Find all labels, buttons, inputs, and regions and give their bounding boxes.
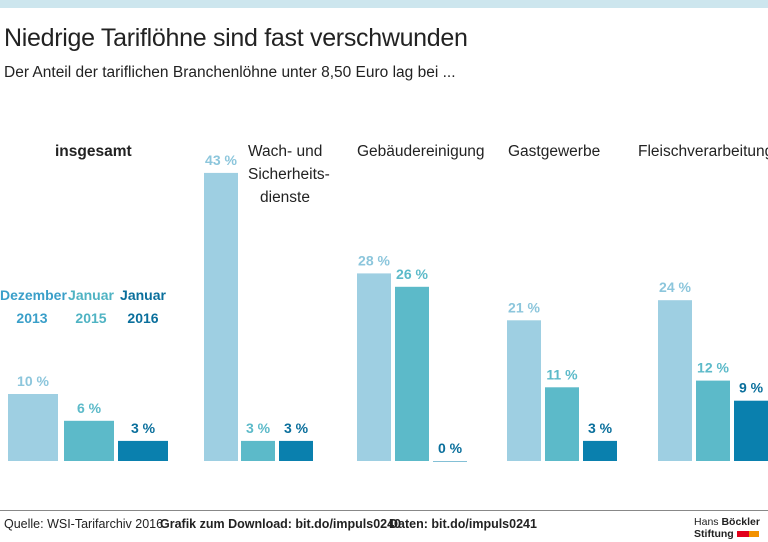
chart-title: Niedrige Tariflöhne sind fast verschwund… [4, 24, 468, 52]
data-label: 21 % [508, 299, 540, 315]
source-text: Quelle: WSI-Tarifarchiv 2016 [4, 517, 164, 531]
data-label: 10 % [17, 373, 49, 389]
bar [734, 400, 768, 461]
legend-item: Dezember 2013 [0, 287, 67, 326]
data-label: 0 % [438, 440, 463, 456]
bar [279, 440, 313, 461]
bar [241, 440, 275, 461]
data-label: 11 % [546, 366, 578, 382]
data-label: 6 % [77, 400, 102, 416]
bar [507, 320, 541, 461]
bar [583, 440, 617, 461]
download-link[interactable]: Grafik zum Download: bit.do/impuls0240 [160, 517, 402, 531]
data-label: 3 % [246, 420, 271, 436]
bar [8, 394, 58, 461]
bar [357, 273, 391, 461]
legend-item: Januar 2015 [68, 287, 114, 326]
data-label: 12 % [697, 360, 729, 376]
data-label: 3 % [588, 420, 613, 436]
category-label: Gebäudereinigung [357, 143, 485, 160]
data-label: 3 % [131, 420, 156, 436]
chart-subtitle: Der Anteil der tariflichen Branchenlöhne… [4, 64, 456, 81]
data-link[interactable]: Daten: bit.do/impuls0241 [389, 517, 537, 531]
category-label: Wach- und Sicherheits-dienste [248, 143, 330, 206]
footer-divider [0, 510, 768, 511]
bar [395, 286, 429, 461]
bar [696, 380, 730, 461]
data-label: 9 % [739, 380, 764, 396]
logo: Hans Böckler Stiftung [694, 516, 760, 540]
category-label: Gastgewerbe [508, 143, 601, 160]
bar [433, 461, 467, 462]
bar [204, 172, 238, 461]
top-bar [0, 0, 768, 8]
bar [545, 387, 579, 461]
bar [64, 420, 114, 461]
data-label: 24 % [659, 279, 691, 295]
bar [658, 300, 692, 461]
category-label: insgesamt [55, 143, 132, 160]
bar [118, 440, 168, 461]
legend-item: Januar 2016 [120, 287, 166, 326]
data-label: 43 % [205, 152, 237, 168]
category-label: Fleischverarbeitung [638, 143, 768, 160]
data-label: 28 % [358, 252, 390, 268]
data-label: 3 % [284, 420, 309, 436]
data-label: 26 % [396, 266, 428, 282]
